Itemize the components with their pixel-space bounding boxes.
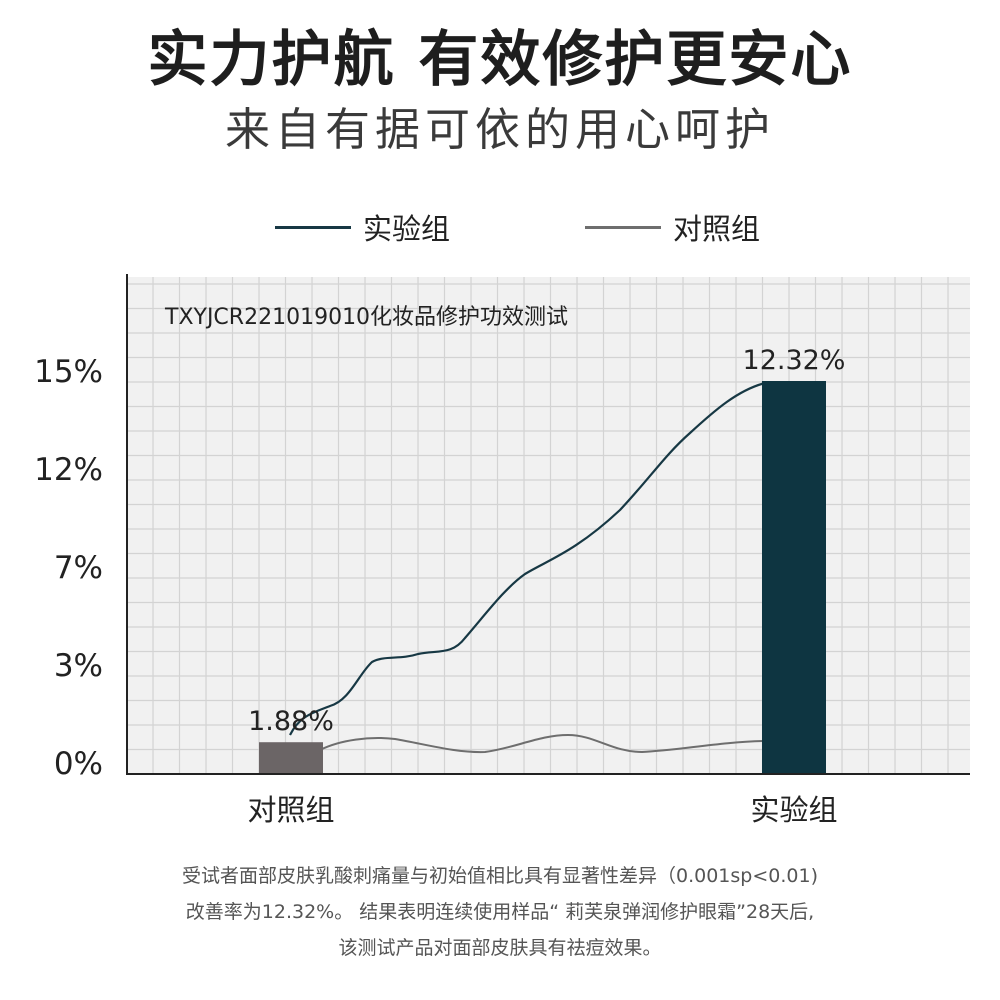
plot-area [127,277,970,774]
y-tick-label: 3% [54,648,103,684]
footnote-line-3: 该测试产品对面部皮肤具有祛痘效果。 [338,937,662,959]
y-tick-label: 0% [54,746,103,782]
experimental-trend-line [289,381,766,736]
legend-swatch-experimental [275,225,351,229]
legend-swatch-control [585,225,661,229]
chart-annotation: TXYJCR221019010化妆品修护功效测试 [164,305,568,330]
control-trend-line [319,733,766,754]
y-tick-label: 15% [34,354,103,390]
footnote-line-2: 改善率为12.32%。 结果表明连续使用样品“ 莉芙泉弹润修护眼霜”28天后, [185,901,815,923]
y-tick-label: 7% [54,550,103,586]
bar-value-label: 1.88% [248,706,334,737]
x-category-label: 实验组 [750,793,837,827]
page-title: 实力护航 有效修护更安心 [147,25,853,95]
page-subtitle: 来自有据可依的用心呵护 [224,103,775,156]
x-axis-labels: 对照组 实验组 [247,793,837,827]
legend-label-experimental: 实验组 [363,212,451,246]
y-tick-label: 12% [34,452,103,488]
footnote-line-1: 受试者面部皮肤乳酸刺痛量与初始值相比具有显著性差异（0.001sp<0.01) [182,865,818,887]
bar-value-labels: 1.88% 12.32% [248,345,845,737]
x-category-label: 对照组 [247,793,334,827]
bar-value-label: 12.32% [743,345,846,376]
footnote: 受试者面部皮肤乳酸刺痛量与初始值相比具有显著性差异（0.001sp<0.01) … [0,858,1000,966]
bar-experimental [762,381,826,774]
legend-label-control: 对照组 [673,212,761,246]
legend-item-experimental: 实验组 [275,205,450,249]
y-axis-ticks: 0% 3% 7% 12% 15% [34,354,103,782]
bars [259,381,826,774]
legend-item-control: 对照组 [585,205,760,249]
bar-control [259,742,323,774]
